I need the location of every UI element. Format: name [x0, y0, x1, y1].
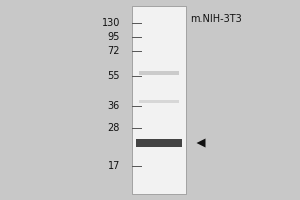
Bar	[132, 6, 186, 194]
Polygon shape	[196, 138, 206, 148]
Text: m.NIH-3T3: m.NIH-3T3	[190, 14, 242, 24]
Bar	[139, 71, 179, 75]
Text: 72: 72	[107, 46, 120, 56]
Bar	[136, 139, 182, 147]
Text: 28: 28	[108, 123, 120, 133]
Text: 95: 95	[108, 32, 120, 42]
Bar	[139, 100, 179, 102]
Text: 36: 36	[108, 101, 120, 111]
Text: 55: 55	[107, 71, 120, 81]
Text: 17: 17	[108, 161, 120, 171]
Text: 130: 130	[102, 18, 120, 28]
